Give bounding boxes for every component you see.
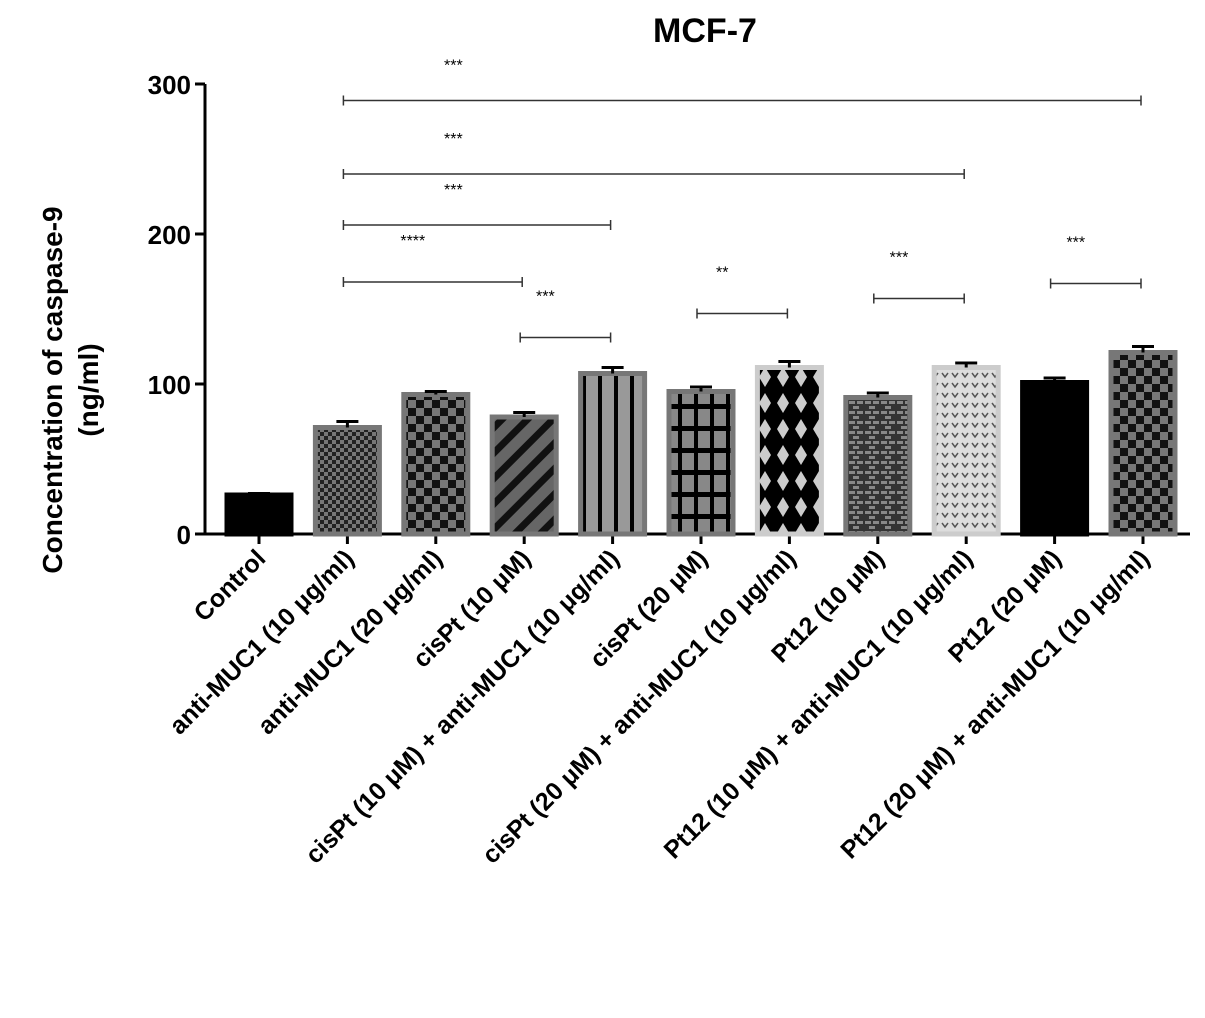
bar — [931, 365, 1001, 537]
y-tick-label: 300 — [148, 70, 191, 100]
significance-label: *** — [444, 182, 463, 199]
bar — [754, 365, 824, 537]
significance-label: *** — [536, 289, 555, 306]
bar — [312, 425, 382, 537]
x-tick-label: Pt12 (20 μM) + anti-MUC1 (10 μg/ml) — [835, 544, 1155, 864]
y-tick-label: 0 — [177, 520, 191, 550]
significance-label: *** — [890, 250, 909, 267]
significance-label: **** — [400, 233, 425, 250]
bar — [666, 389, 736, 537]
significance-label: *** — [444, 131, 463, 148]
bar — [401, 392, 471, 537]
bar — [1108, 350, 1178, 537]
x-tick-label: Control — [189, 544, 272, 627]
significance-label: *** — [444, 58, 463, 75]
y-axis-label: Concentration of caspase-9 (ng/ml) — [37, 206, 104, 573]
significance-label: *** — [1066, 235, 1085, 252]
significance-label: ** — [716, 265, 728, 282]
y-tick-label: 100 — [148, 370, 191, 400]
x-tick-label: cisPt (20 μM) + anti-MUC1 (10 μg/ml) — [477, 544, 802, 869]
bar — [224, 492, 294, 537]
y-tick-label: 200 — [148, 220, 191, 250]
x-tick-label: Pt12 (10 μM) + anti-MUC1 (10 μg/ml) — [659, 544, 979, 864]
x-tick-label: cisPt (10 μM) + anti-MUC1 (10 μg/ml) — [300, 544, 625, 869]
bar — [489, 414, 559, 537]
y-axis-label-line1: Concentration of caspase-9 — [37, 206, 68, 573]
bar — [843, 395, 913, 537]
chart-title: MCF-7 — [653, 12, 757, 50]
bar — [1020, 380, 1090, 537]
bar — [578, 371, 648, 537]
y-axis-label-line2: (ng/ml) — [73, 343, 104, 436]
